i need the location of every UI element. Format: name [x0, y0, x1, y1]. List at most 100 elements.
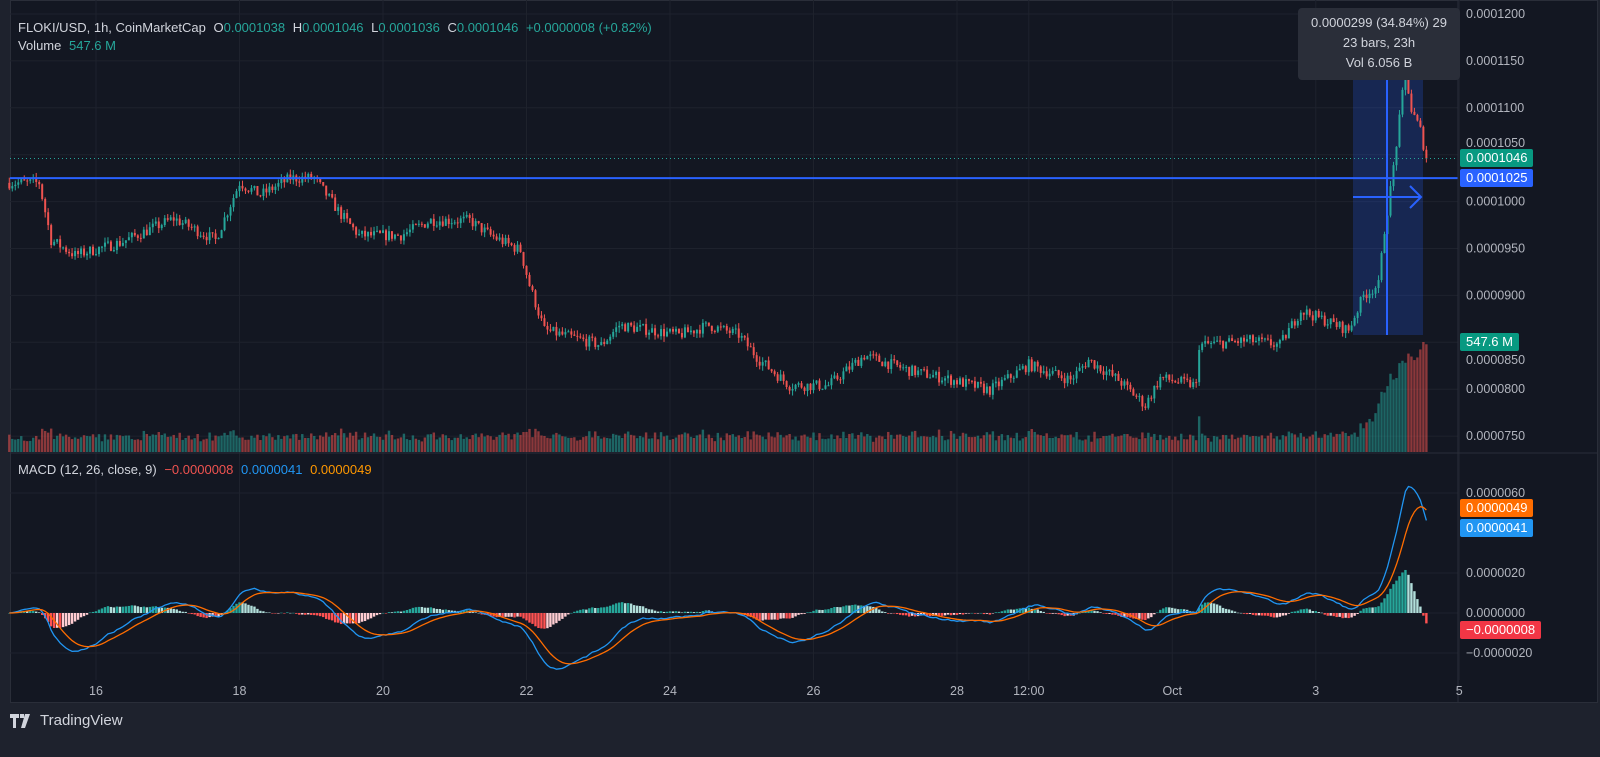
candle-body [1398, 114, 1401, 147]
candle-body [301, 176, 304, 183]
volume-bar [1386, 386, 1389, 452]
volume-bar [310, 433, 313, 452]
tradingview-logo[interactable]: TradingView [10, 712, 123, 729]
candle-body [734, 328, 737, 330]
volume-bar [899, 434, 902, 452]
symbol-title[interactable]: FLOKI/USD, 1h, CoinMarketCap [18, 20, 206, 35]
volume-label[interactable]: Volume [18, 38, 62, 53]
volume-bar [52, 439, 56, 452]
macd-histogram-bar [659, 611, 663, 613]
volume-bar [35, 435, 38, 452]
macd-histogram-bar [839, 607, 842, 613]
candle-body [1338, 321, 1341, 327]
volume-bar [626, 431, 630, 452]
candle-body [1341, 321, 1344, 334]
macd-histogram-bar [1422, 613, 1425, 616]
macd-histogram-bar [118, 606, 122, 613]
volume-bar [606, 437, 609, 452]
macd-label[interactable]: MACD (12, 26, close, 9) [18, 462, 157, 477]
macd-histogram-bar [1332, 613, 1335, 617]
volume-bar [934, 437, 938, 452]
macd-histogram-bar [112, 607, 116, 613]
volume-bar [450, 440, 453, 452]
macd-histogram-bar [973, 613, 977, 614]
candle-body [794, 384, 797, 389]
candle-body [657, 335, 660, 337]
macd-histogram-bar [324, 613, 328, 619]
candle-body [274, 186, 277, 190]
macd-histogram-bar [1323, 613, 1326, 615]
candle-body [749, 346, 752, 348]
volume-bar [408, 440, 412, 452]
volume-bar [157, 432, 160, 452]
candle-body [866, 356, 869, 360]
candle-body [985, 386, 988, 393]
macd-histogram-bar [178, 610, 181, 613]
volume-bar [982, 435, 986, 452]
macd-histogram-bar [339, 613, 343, 625]
volume-bar [680, 434, 684, 452]
macd-histogram-bar [761, 613, 764, 621]
candle-body [74, 250, 77, 257]
volume-bar [973, 436, 977, 452]
volume-bar [818, 433, 821, 452]
volume-bar [468, 439, 471, 452]
low-label: L [371, 20, 379, 35]
macd-histogram-bar [438, 608, 442, 613]
macd-histogram-bar [791, 613, 794, 618]
candle-body [217, 238, 220, 240]
candle-body [905, 366, 908, 368]
volume-bar [154, 434, 157, 452]
macd-histogram-bar [1108, 613, 1111, 614]
candle-body [558, 331, 561, 336]
candle-body [1123, 381, 1126, 386]
volume-bar [151, 434, 155, 452]
macd-histogram-bar [821, 609, 824, 613]
volume-bar [271, 437, 274, 452]
volume-bar [1335, 433, 1338, 452]
volume-bar [979, 438, 983, 452]
macd-histogram-bar [103, 607, 107, 613]
candle-body [435, 225, 438, 227]
candle-body [1216, 340, 1219, 342]
macd-histogram-bar [934, 613, 938, 616]
volume-bar [1224, 435, 1228, 452]
close-value: 0.0001046 [456, 20, 519, 35]
volume-bar [411, 435, 415, 452]
volume-bar [1317, 437, 1320, 452]
candle-body [265, 188, 268, 193]
candle-body [1305, 309, 1308, 315]
volume-value: 547.6 M [69, 38, 116, 53]
volume-bar [665, 435, 669, 452]
candle-body [480, 223, 483, 233]
volume-bar [1230, 434, 1234, 452]
volume-bar [1153, 433, 1156, 452]
volume-bar [438, 437, 442, 452]
macd-histogram-bar [863, 605, 866, 613]
candle-body [549, 329, 552, 331]
macd-histogram-bar [755, 613, 758, 620]
macd-histogram-bar [635, 605, 639, 613]
macd-histogram-bar [139, 607, 143, 613]
volume-bar [1311, 434, 1314, 452]
volume-bar [564, 436, 567, 452]
volume-bar [1308, 436, 1311, 452]
macd-histogram-bar [322, 613, 325, 618]
candle-body [83, 248, 86, 256]
candle-body [947, 375, 950, 379]
macd-histogram-bar [582, 609, 585, 613]
volume-bar [522, 432, 525, 452]
candle-body [1237, 341, 1240, 344]
candle-body [881, 361, 884, 367]
volume-bar [686, 433, 690, 452]
macd-histogram-bar [1254, 613, 1258, 616]
macd-histogram-bar [238, 602, 241, 613]
macd-histogram-bar [1404, 569, 1407, 613]
macd-histogram-bar [1054, 613, 1057, 614]
candle-body [1057, 370, 1060, 376]
candle-body [836, 375, 839, 380]
macd-histogram-bar [785, 613, 788, 619]
candle-body [1287, 328, 1290, 339]
candle-body [809, 383, 812, 391]
